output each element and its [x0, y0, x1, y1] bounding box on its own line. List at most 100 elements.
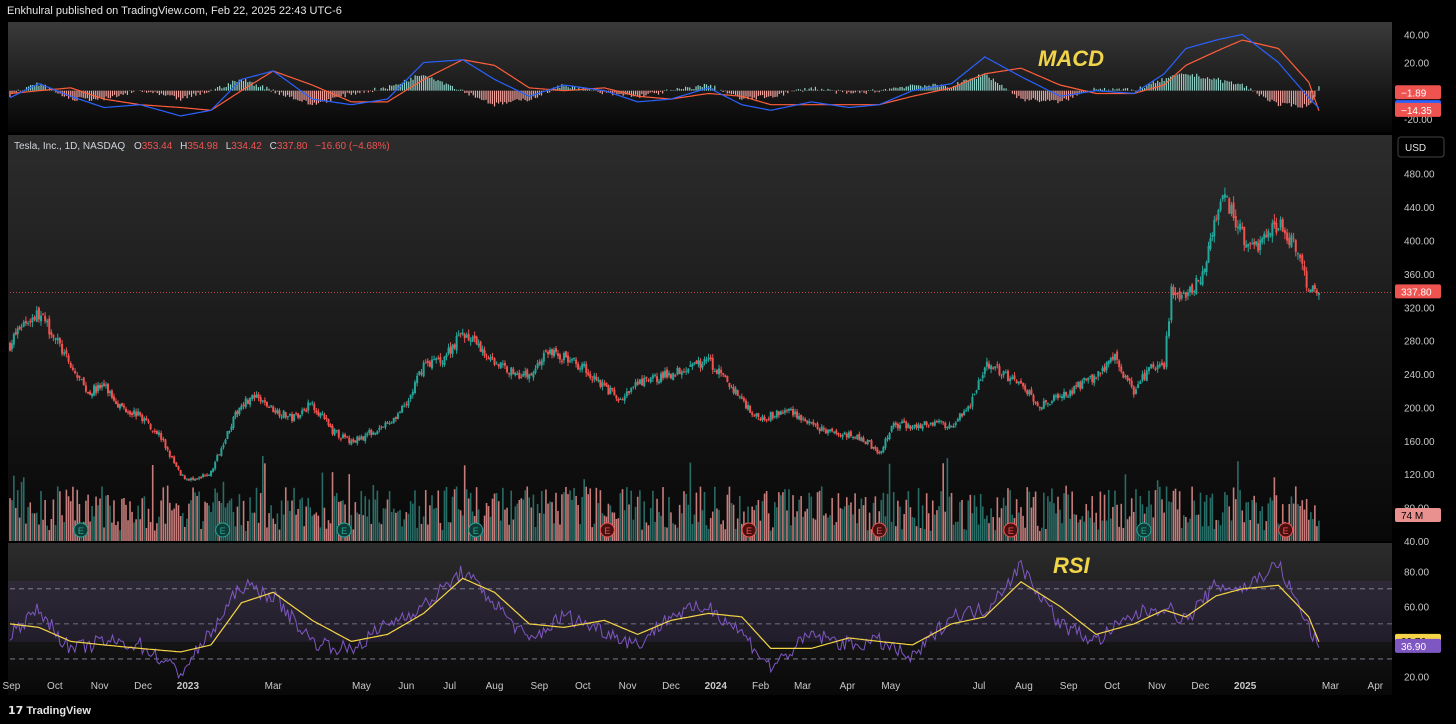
candle [1189, 286, 1192, 292]
candle [643, 377, 646, 387]
volume-bar [1259, 510, 1261, 541]
candle [915, 424, 918, 429]
tradingview-logo[interactable]: 17 TradingView [8, 704, 91, 717]
macd-histogram-bar [1038, 90, 1041, 103]
volume-bar [1152, 517, 1155, 541]
macd-histogram-bar [86, 90, 88, 99]
candle [170, 456, 173, 458]
volume-bar [1073, 514, 1075, 541]
macd-histogram-bar [297, 90, 299, 101]
macd-histogram-bar [1193, 76, 1196, 91]
macd-histogram-bar [393, 85, 395, 91]
volume-bar [1170, 502, 1173, 541]
macd-histogram-bar [630, 90, 633, 97]
candle [589, 373, 592, 378]
candle [1116, 351, 1119, 360]
volume-bar [1174, 488, 1177, 541]
candle [609, 387, 612, 394]
chart-canvas[interactable]: 40.0080.00120.00160.00200.00240.00280.00… [0, 22, 1456, 697]
volume-bar [1197, 514, 1200, 541]
candle [703, 358, 706, 364]
volume-bar [137, 505, 139, 541]
macd-histogram-bar [122, 90, 124, 95]
price-pane[interactable] [8, 135, 1392, 541]
volume-bar [534, 526, 537, 541]
candle [433, 359, 436, 361]
volume-bar [508, 524, 510, 541]
volume-bar [1067, 494, 1069, 541]
macd-histogram-bar [893, 87, 895, 91]
volume-bar [587, 494, 590, 541]
macd-histogram-bar [1161, 78, 1163, 91]
volume-bar [761, 501, 764, 541]
macd-histogram-bar [208, 90, 210, 93]
volume-bar [1041, 527, 1043, 541]
volume-bar [1049, 501, 1051, 541]
macd-histogram-bar [301, 90, 303, 102]
macd-histogram-bar [429, 77, 431, 91]
candle [829, 429, 832, 432]
macd-histogram-bar [795, 89, 797, 91]
volume-bar [765, 491, 768, 541]
macd-histogram-bar [1118, 88, 1120, 91]
volume-bar [658, 511, 660, 541]
macd-pane[interactable] [8, 22, 1392, 132]
macd-histogram-bar [504, 90, 506, 103]
macd-histogram-bar [516, 90, 518, 100]
volume-bar [1110, 518, 1112, 541]
macd-tick-label: -20.00 [1404, 115, 1433, 126]
macd-histogram-bar [371, 90, 374, 93]
candle [556, 353, 559, 356]
volume-bar [843, 506, 846, 541]
macd-histogram-bar [573, 86, 576, 91]
macd-histogram-bar [311, 90, 313, 106]
candle [585, 364, 588, 373]
macd-histogram-bar [280, 90, 283, 93]
candle [87, 391, 90, 394]
candle [1279, 219, 1282, 228]
volume-bar [672, 523, 674, 541]
volume-bar [1105, 520, 1108, 541]
rsi-pane[interactable] [8, 543, 1392, 695]
rsi-badge: 36.90 [1395, 638, 1441, 653]
candle [301, 410, 304, 415]
macd-histogram-bar [126, 90, 129, 95]
macd-histogram-bar [1288, 90, 1290, 104]
macd-histogram-bar [986, 74, 988, 91]
candle [990, 365, 993, 370]
candle [542, 352, 545, 362]
macd-histogram-bar [346, 90, 348, 93]
macd-histogram-bar [586, 89, 588, 91]
candle [145, 418, 148, 421]
volume-bar [703, 492, 706, 541]
volume-bar [362, 515, 365, 541]
volume-bar [683, 491, 685, 541]
volume-bar [802, 516, 804, 541]
volume-bar [38, 524, 40, 541]
rsi-tick-label: 20.00 [1404, 672, 1429, 683]
macd-histogram-bar [588, 89, 591, 91]
macd-histogram-bar [1067, 90, 1070, 101]
volume-bar [240, 525, 243, 541]
candle [1197, 280, 1200, 282]
candle [288, 413, 291, 416]
candle [1275, 222, 1278, 233]
volume-bar [475, 487, 478, 541]
volume-bar [158, 516, 160, 541]
volume-bar [1059, 509, 1061, 541]
candle [210, 470, 213, 476]
macd-histogram-bar [973, 77, 976, 91]
candle [1178, 291, 1181, 300]
candle [153, 431, 156, 433]
candle [467, 333, 470, 341]
volume-bar [788, 489, 790, 541]
macd-tick-label: 20.00 [1404, 59, 1429, 70]
currency-button[interactable]: USD [1397, 136, 1445, 158]
macd-histogram-bar [380, 88, 382, 91]
candle [894, 422, 897, 425]
candle [699, 360, 702, 369]
volume-bar [99, 498, 101, 541]
candle [441, 363, 444, 365]
volume-bar [232, 512, 235, 541]
macd-histogram-bar [1141, 88, 1144, 91]
